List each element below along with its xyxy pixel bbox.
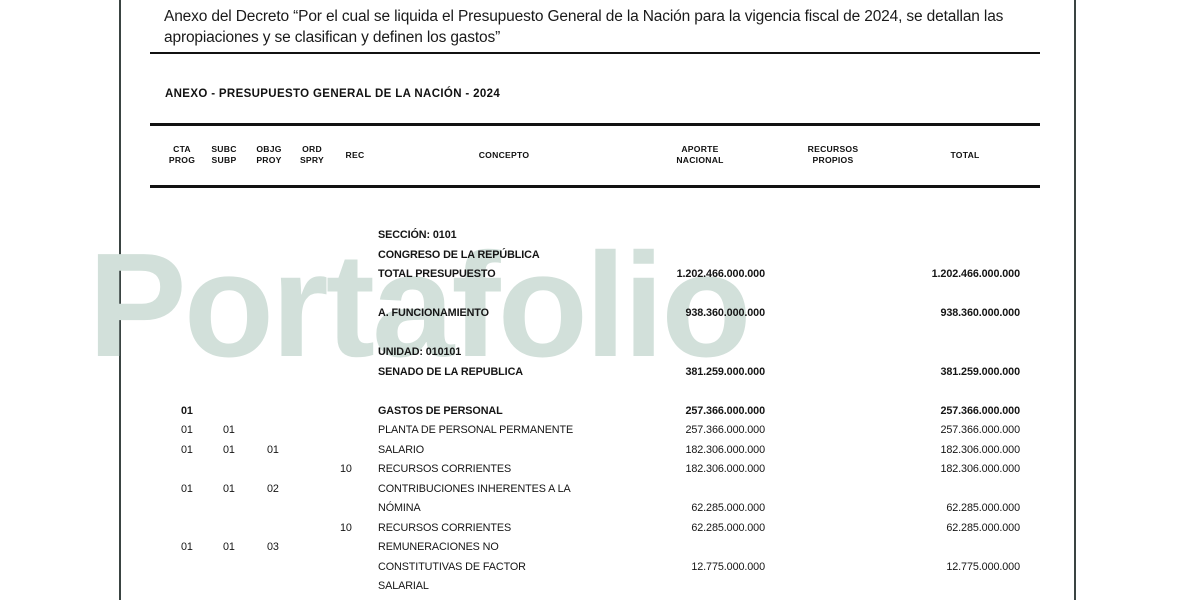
cell-aporte-nacional: 62.285.000.000 (691, 521, 765, 534)
cell-concepto: CONGRESO DE LA REPÚBLICA (378, 248, 540, 261)
cell-concepto: NÓMINA (378, 502, 421, 514)
cell-aporte-nacional: 12.775.000.000 (691, 560, 765, 573)
cell-concepto: A. FUNCIONAMIENTO (378, 307, 489, 319)
cell-objg-proy: 01 (267, 443, 279, 456)
cell-concepto: UNIDAD: 010101 (378, 346, 462, 358)
cell-cta-prog: 01 (181, 443, 193, 456)
cell-aporte-nacional: 1.202.466.000.000 (676, 268, 765, 280)
cell-total: 381.259.000.000 (940, 365, 1020, 378)
table-header-bottom-rule (150, 185, 1040, 188)
cell-concepto: RECURSOS CORRIENTES (378, 463, 512, 475)
cell-subc-subp: 01 (223, 424, 235, 436)
cell-total: 62.285.000.000 (946, 502, 1020, 514)
column-header-rec: REC (345, 150, 365, 160)
cell-cta-prog: 01 (181, 541, 193, 553)
cell-subc-subp: 01 (223, 482, 235, 495)
table-row (0, 285, 1200, 305)
column-header-ord-spry: ORD SPRY (299, 144, 325, 165)
table-row: SENADO DE LA REPUBLICA 381.259.000.000 381… (0, 363, 1200, 383)
title-divider-rule (150, 52, 1040, 54)
table-row (0, 382, 1200, 402)
column-header-cta-prog: CTA PROG (168, 144, 196, 165)
cell-total: 257.366.000.000 (940, 404, 1020, 417)
table-row: 01 GASTOS DE PERSONAL 257.366.000.000 257.3… (0, 402, 1200, 422)
cell-aporte-nacional: 257.366.000.000 (685, 424, 765, 436)
cell-aporte-nacional: 182.306.000.000 (685, 463, 765, 475)
column-header-objg-proy: OBJG PROY (256, 144, 282, 165)
table-row: 01 01 03 REMUNERACIONES NO (0, 538, 1200, 558)
cell-total: 938.360.000.000 (940, 307, 1020, 319)
table-row: UNIDAD: 010101 (0, 343, 1200, 363)
cell-subc-subp: 01 (223, 541, 235, 553)
cell-concepto: CONSTITUTIVAS DE FACTOR (378, 560, 526, 573)
page-edge-right-line (1074, 0, 1076, 600)
cell-concepto: SENADO DE LA REPUBLICA (378, 365, 523, 378)
table-row: 10 RECURSOS CORRIENTES 62.285.000.000 62.28… (0, 519, 1200, 539)
table-row (0, 324, 1200, 344)
table-row: SECCIÓN: 0101 (0, 226, 1200, 246)
cell-rec: 10 (340, 521, 352, 534)
column-header-concepto: CONCEPTO (478, 150, 530, 160)
cell-concepto: GASTOS DE PERSONAL (378, 404, 503, 417)
table-row: NÓMINA 62.285.000.000 62.285.000.000 (0, 499, 1200, 519)
budget-table-body: SECCIÓN: 0101 CONGRESO DE LA REPÚBLICA TOT… (0, 226, 1200, 597)
cell-total: 182.306.000.000 (940, 463, 1020, 475)
cell-concepto: REMUNERACIONES NO (378, 541, 499, 553)
cell-concepto: SALARIO (378, 443, 425, 456)
table-row: 10 RECURSOS CORRIENTES 182.306.000.000 182.… (0, 460, 1200, 480)
column-header-subc-subp: SUBC SUBP (211, 144, 237, 165)
cell-total: 182.306.000.000 (940, 443, 1020, 456)
cell-aporte-nacional: 182.306.000.000 (685, 443, 765, 456)
table-row: SALARIAL (0, 577, 1200, 597)
cell-concepto: PLANTA DE PERSONAL PERMANENTE (378, 424, 574, 436)
cell-concepto: RECURSOS CORRIENTES (378, 521, 512, 534)
column-header-aporte-nacional: APORTE NACIONAL (676, 144, 724, 165)
cell-concepto: TOTAL PRESUPUESTO (378, 268, 496, 280)
page-edge-left-line (119, 0, 121, 600)
table-row: CONGRESO DE LA REPÚBLICA (0, 246, 1200, 266)
table-header-top-rule (150, 123, 1040, 126)
cell-subc-subp: 01 (223, 443, 235, 456)
cell-cta-prog: 01 (181, 424, 193, 436)
table-row: CONSTITUTIVAS DE FACTOR 12.775.000.000 12.… (0, 558, 1200, 578)
cell-concepto: SALARIAL (378, 580, 429, 592)
cell-aporte-nacional: 62.285.000.000 (691, 502, 765, 514)
cell-concepto: CONTRIBUCIONES INHERENTES A LA (378, 482, 571, 495)
cell-total: 1.202.466.000.000 (931, 268, 1020, 280)
cell-aporte-nacional: 257.366.000.000 (685, 404, 765, 417)
cell-total: 12.775.000.000 (946, 560, 1020, 573)
cell-aporte-nacional: 938.360.000.000 (685, 307, 765, 319)
column-header-recursos-propios: RECURSOS PROPIOS (807, 144, 859, 165)
decree-title: Anexo del Decreto “Por el cual se liquid… (164, 8, 1004, 46)
table-row: 01 01 PLANTA DE PERSONAL PERMANENTE 257.366… (0, 421, 1200, 441)
column-header-total: TOTAL (950, 150, 980, 160)
cell-objg-proy: 02 (267, 482, 279, 495)
annex-subtitle: ANEXO - PRESUPUESTO GENERAL DE LA NACIÓN… (165, 88, 501, 100)
table-row: A. FUNCIONAMIENTO 938.360.000.000 938.360.… (0, 304, 1200, 324)
cell-aporte-nacional: 381.259.000.000 (685, 365, 765, 378)
cell-cta-prog: 01 (181, 482, 193, 495)
table-row: 01 01 01 SALARIO 182.306.000.000 182.306.000.… (0, 441, 1200, 461)
cell-rec: 10 (340, 463, 352, 475)
cell-total: 62.285.000.000 (946, 521, 1020, 534)
cell-objg-proy: 03 (267, 541, 279, 553)
cell-concepto: SECCIÓN: 0101 (378, 229, 457, 241)
cell-total: 257.366.000.000 (940, 424, 1020, 436)
table-row: 01 01 02 CONTRIBUCIONES INHERENTES A LA (0, 480, 1200, 500)
cell-cta-prog: 01 (181, 404, 193, 417)
table-row: TOTAL PRESUPUESTO 1.202.466.000.000 1.202.… (0, 265, 1200, 285)
